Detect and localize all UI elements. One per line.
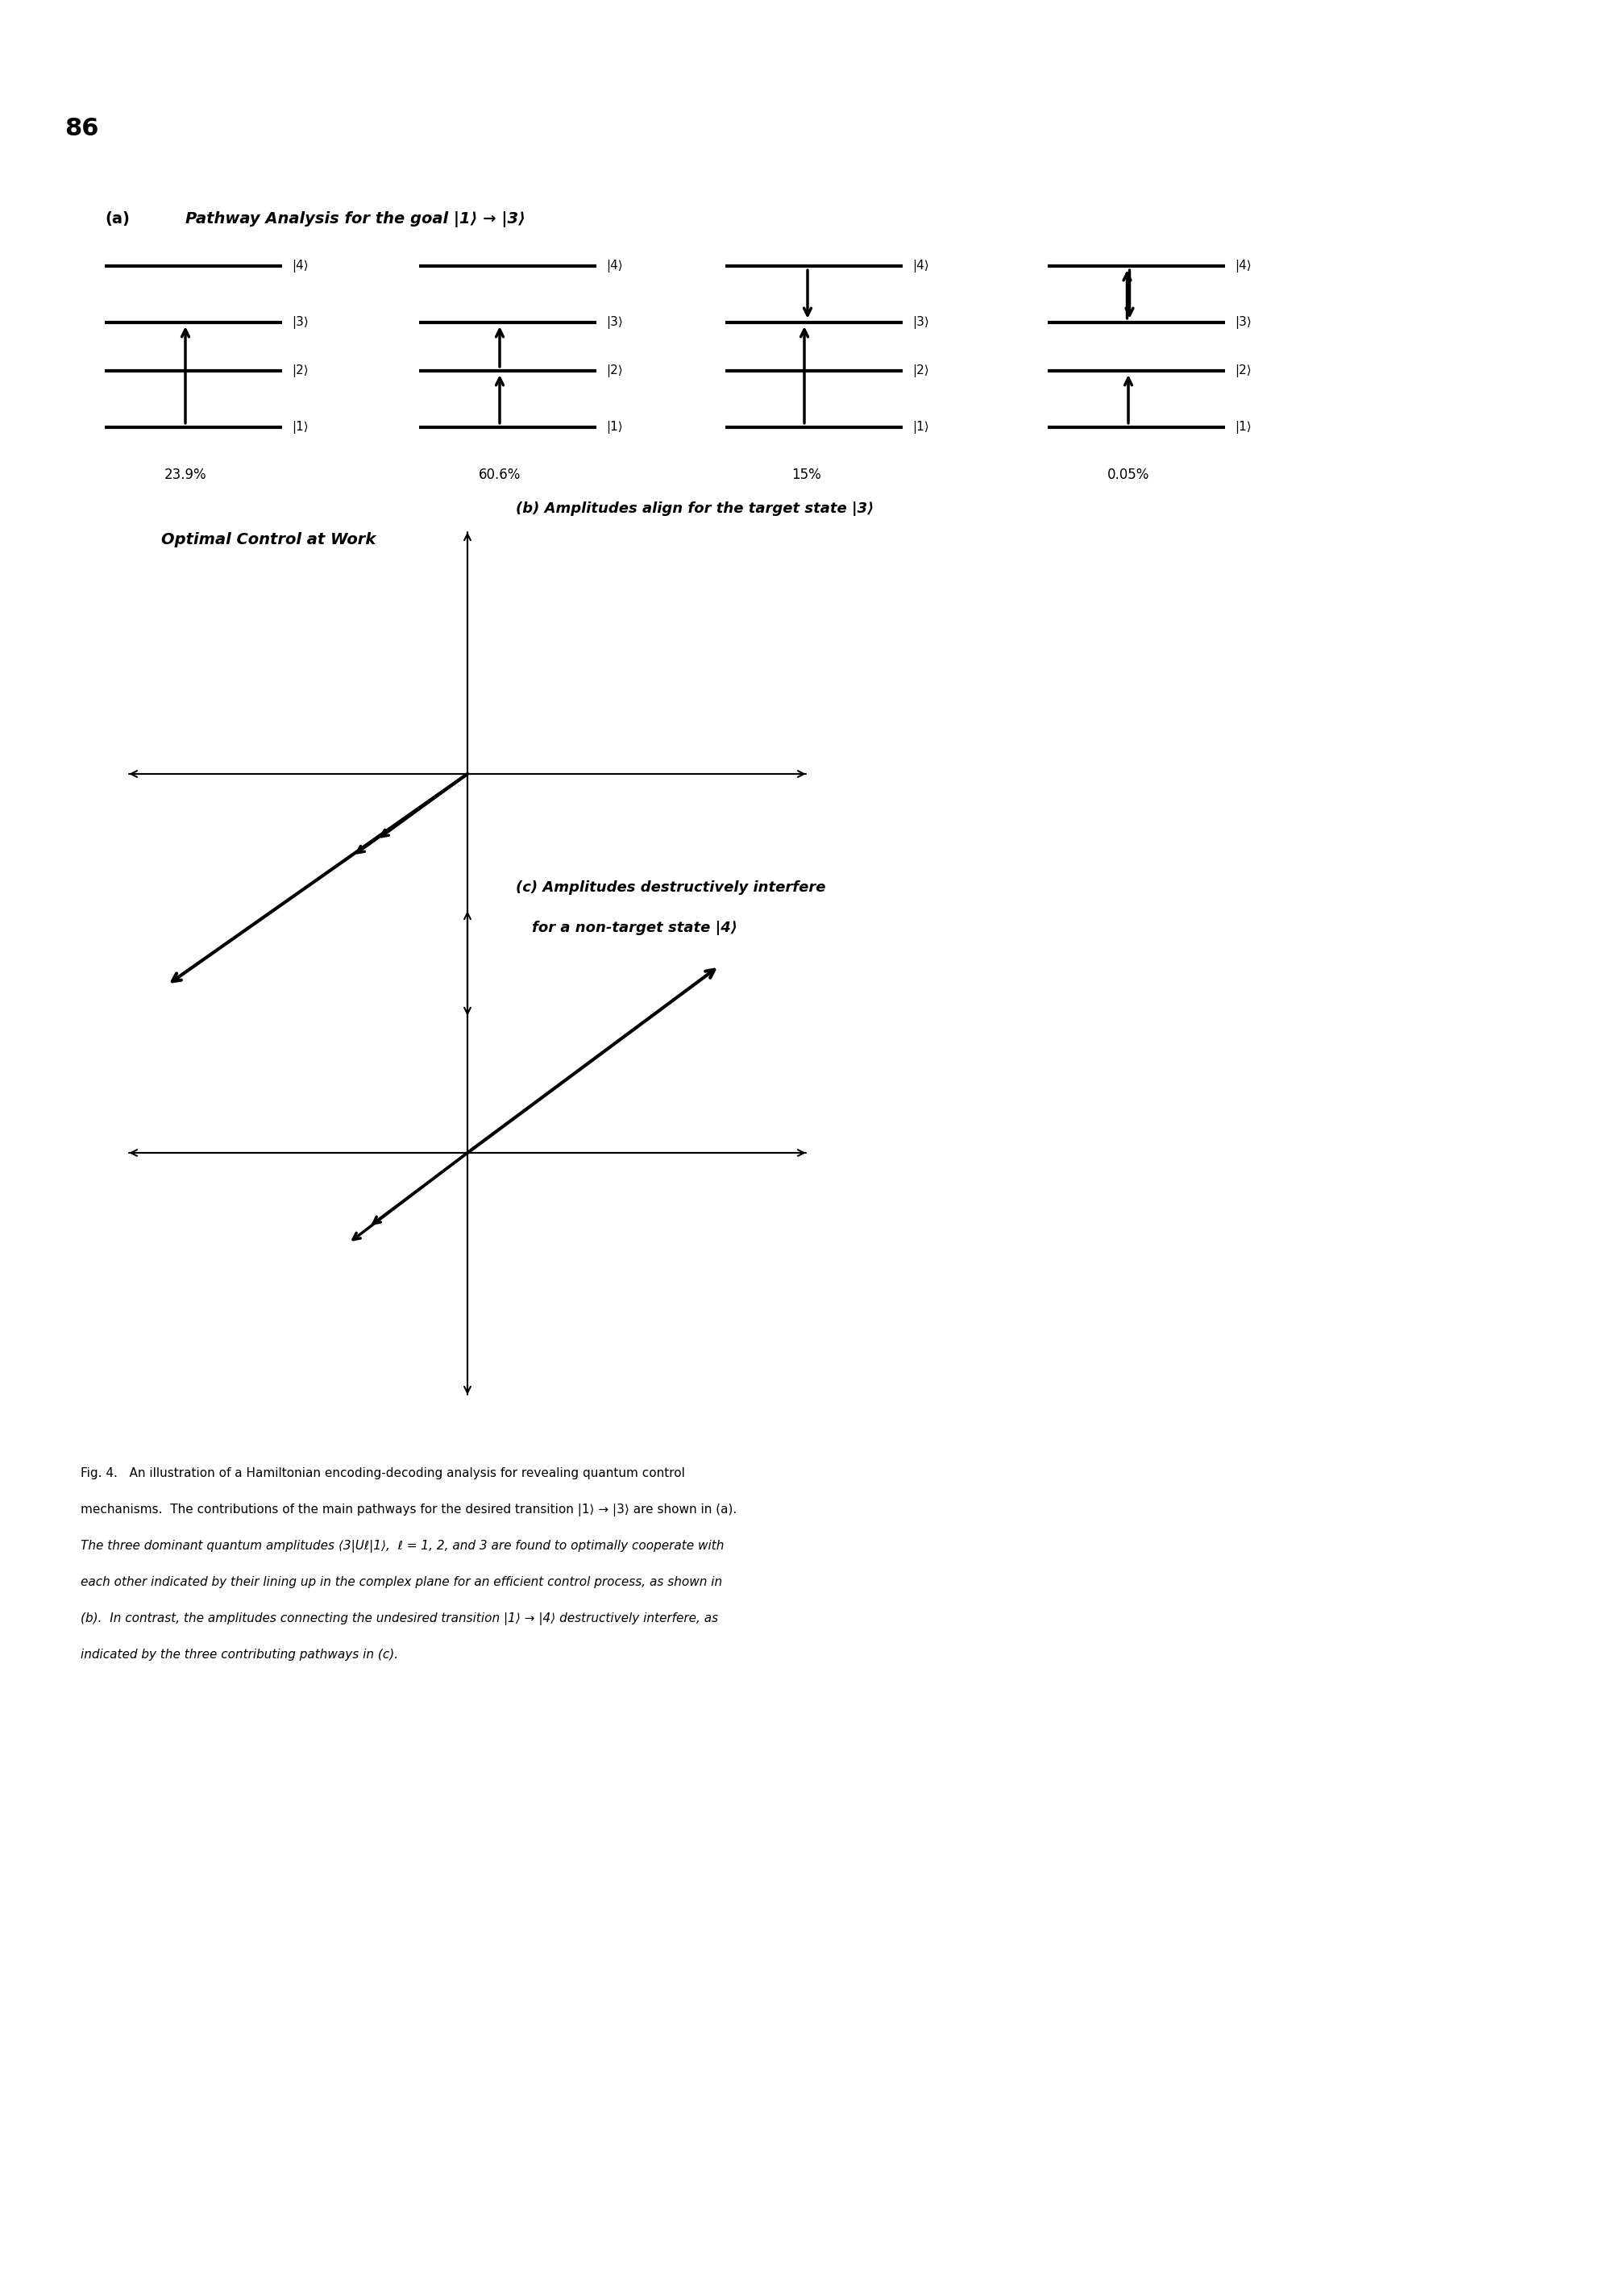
Text: |4⟩: |4⟩	[291, 259, 309, 273]
Text: |1⟩: |1⟩	[1234, 420, 1252, 434]
Text: (b).  In contrast, the amplitudes connecting the undesired transition |1⟩ → |4⟩ : (b). In contrast, the amplitudes connect…	[80, 1612, 718, 1626]
Text: 60.6%: 60.6%	[478, 468, 521, 482]
Text: indicated by the three contributing pathways in (c).: indicated by the three contributing path…	[80, 1649, 398, 1660]
Text: |4⟩: |4⟩	[606, 259, 622, 273]
Text: |2⟩: |2⟩	[1234, 365, 1252, 377]
Text: 23.9%: 23.9%	[165, 468, 206, 482]
Text: |1⟩: |1⟩	[913, 420, 929, 434]
Text: |2⟩: |2⟩	[606, 365, 622, 377]
Text: |2⟩: |2⟩	[291, 365, 309, 377]
Text: |3⟩: |3⟩	[1234, 317, 1252, 328]
Text: each other indicated by their lining up in the complex plane for an efficient co: each other indicated by their lining up …	[80, 1575, 723, 1589]
Text: (a): (a)	[106, 211, 130, 227]
Text: |3⟩: |3⟩	[606, 317, 624, 328]
Text: |2⟩: |2⟩	[913, 365, 929, 377]
Text: Optimal Control at Work: Optimal Control at Work	[161, 533, 376, 546]
Text: (b) Amplitudes align for the target state |3⟩: (b) Amplitudes align for the target stat…	[516, 501, 875, 517]
Text: (c) Amplitudes destructively interfere: (c) Amplitudes destructively interfere	[516, 879, 825, 895]
Text: 86: 86	[64, 117, 99, 140]
Text: for a non-target state |4⟩: for a non-target state |4⟩	[532, 921, 737, 934]
Text: |1⟩: |1⟩	[291, 420, 309, 434]
Text: |1⟩: |1⟩	[606, 420, 622, 434]
Text: Pathway Analysis for the goal |1⟩ → |3⟩: Pathway Analysis for the goal |1⟩ → |3⟩	[185, 211, 526, 227]
Text: |4⟩: |4⟩	[913, 259, 929, 273]
Text: 0.05%: 0.05%	[1107, 468, 1150, 482]
Text: 15%: 15%	[792, 468, 820, 482]
Text: |3⟩: |3⟩	[913, 317, 929, 328]
Text: |4⟩: |4⟩	[1234, 259, 1252, 273]
Text: Fig. 4.   An illustration of a Hamiltonian encoding-decoding analysis for reveal: Fig. 4. An illustration of a Hamiltonian…	[80, 1467, 684, 1479]
Text: |3⟩: |3⟩	[291, 317, 309, 328]
Text: The three dominant quantum amplitudes ⟨3|Uℓ|1⟩,  ℓ = 1, 2, and 3 are found to op: The three dominant quantum amplitudes ⟨3…	[80, 1541, 724, 1552]
Text: mechanisms.  The contributions of the main pathways for the desired transition |: mechanisms. The contributions of the mai…	[80, 1504, 737, 1515]
